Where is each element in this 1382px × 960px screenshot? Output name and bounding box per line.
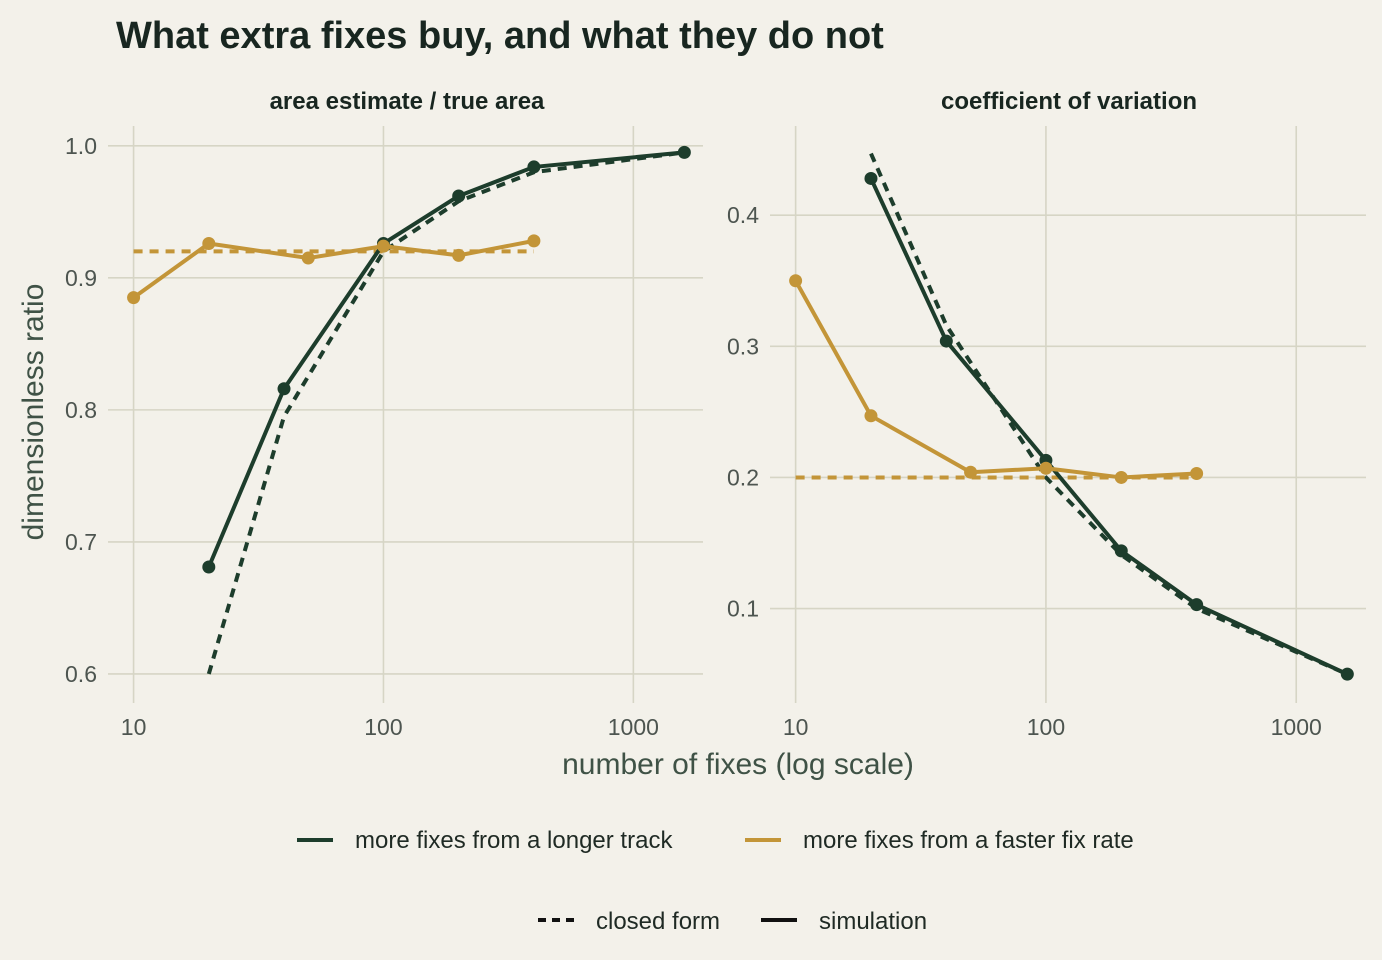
simulation-point-faster-rate-cv	[1114, 470, 1128, 484]
simulation-point-longer-track-cv	[864, 171, 878, 185]
gridlines-area	[108, 126, 703, 703]
x-tick-label-cv: 10	[783, 714, 809, 740]
simulation-point-faster-rate-area	[202, 237, 216, 251]
y-tick-label-cv: 0.2	[727, 464, 759, 490]
x-tick-label-area: 10	[121, 714, 147, 740]
legend-linetype-group: closed form simulation	[538, 908, 927, 935]
simulation-point-longer-track-cv	[939, 334, 953, 348]
simulation-point-faster-rate-cv	[1190, 467, 1204, 481]
legend: more fixes from a longer track more fixe…	[297, 827, 1134, 935]
facet-title-cv: coefficient of variation	[941, 88, 1197, 115]
y-tick-label-area: 0.7	[65, 529, 97, 555]
simulation-point-longer-track-area	[677, 145, 691, 159]
legend-label-longer-track: more fixes from a longer track	[355, 827, 673, 854]
simulation-point-longer-track-cv	[1114, 544, 1128, 558]
simulation-point-longer-track-area	[277, 382, 291, 396]
simulation-point-faster-rate-cv	[1039, 461, 1053, 475]
simulation-point-faster-rate-cv	[964, 465, 978, 479]
closed-form-line-longer-track-cv	[869, 152, 1349, 676]
facet-title-area: area estimate / true area	[270, 88, 545, 115]
y-tick-label-cv: 0.4	[727, 202, 759, 228]
y-tick-label-cv: 0.1	[727, 596, 759, 622]
simulation-point-faster-rate-cv	[864, 409, 878, 423]
simulation-point-longer-track-area	[452, 189, 466, 203]
y-tick-label-cv: 0.3	[727, 333, 759, 359]
y-tick-label-area: 0.8	[65, 397, 97, 423]
simulation-point-faster-rate-cv	[789, 274, 803, 288]
y-axis-label: dimensionless ratio	[17, 284, 50, 541]
chart-title: What extra fixes buy, and what they do n…	[116, 15, 884, 57]
x-axis-label: number of fixes (log scale)	[562, 748, 914, 781]
panel-coefficient-of-variation: coefficient of variation 0.1 0.2 0.3 0.4 10 1…	[727, 88, 1366, 740]
y-tick-label-area: 0.6	[65, 661, 97, 687]
legend-label-simulation: simulation	[819, 908, 927, 935]
x-tick-label-area: 100	[364, 714, 402, 740]
simulation-point-faster-rate-area	[127, 291, 141, 305]
simulation-line-faster-rate-area	[131, 238, 536, 300]
y-tick-label-area: 0.9	[65, 265, 97, 291]
simulation-line-faster-rate-cv	[793, 278, 1199, 480]
simulation-point-faster-rate-area	[301, 251, 315, 265]
closed-form-line-longer-track-area	[206, 150, 685, 675]
simulation-line-longer-track-cv	[868, 176, 1350, 677]
legend-color-group: more fixes from a longer track more fixe…	[297, 827, 1134, 854]
x-tick-label-cv: 1000	[1271, 714, 1322, 740]
simulation-point-faster-rate-area	[376, 239, 390, 253]
simulation-point-longer-track-cv	[1340, 667, 1354, 681]
x-tick-label-area: 1000	[608, 714, 659, 740]
legend-label-faster-rate: more fixes from a faster fix rate	[803, 827, 1134, 854]
simulation-point-longer-track-cv	[1190, 598, 1204, 612]
panel-area-ratio: area estimate / true area 0.6 0.7 0.8 0.9 1.…	[65, 88, 703, 740]
y-tick-label-area: 1.0	[65, 133, 97, 159]
simulation-line-longer-track-area	[206, 150, 687, 569]
simulation-point-longer-track-area	[527, 160, 541, 174]
simulation-point-faster-rate-area	[527, 234, 541, 248]
legend-label-closed-form: closed form	[596, 908, 720, 935]
simulation-point-longer-track-area	[202, 560, 216, 574]
x-tick-label-cv: 100	[1027, 714, 1065, 740]
simulation-point-faster-rate-area	[452, 248, 466, 262]
